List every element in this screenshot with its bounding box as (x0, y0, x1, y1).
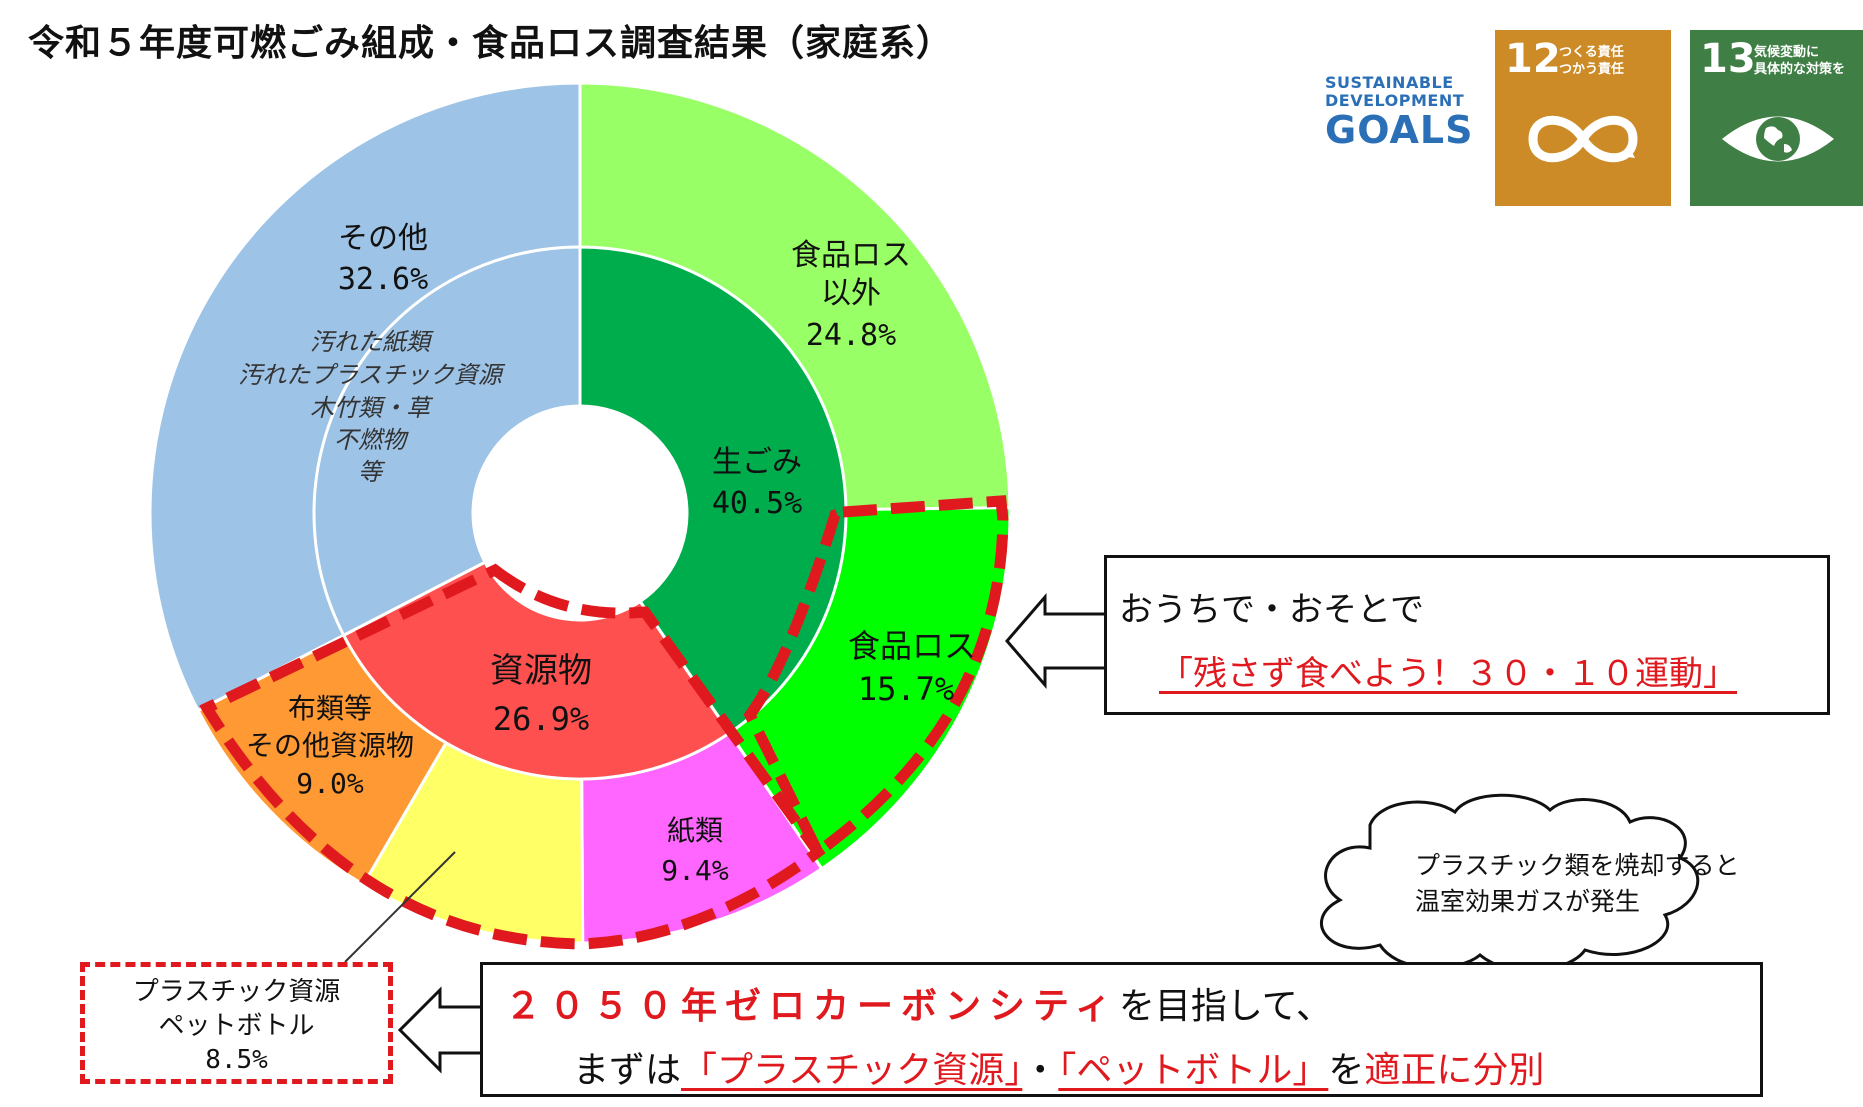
cloud-line-1: プラスチック類を焼却すると (1415, 851, 1740, 880)
value-food-loss: 15.7% (858, 670, 954, 708)
donut-hole (473, 406, 687, 620)
value-not-food-loss: 24.8% (806, 318, 896, 353)
label-cloth-1: 布類等 (288, 692, 372, 725)
resource-highlight-outline (199, 563, 826, 950)
page-title: 令和５年度可燃ごみ組成・食品ロス調査結果（家庭系） (28, 23, 954, 64)
plastic-callout-line2: ペットボトル (158, 1011, 315, 1041)
value-namagomi: 40.5% (712, 486, 802, 521)
sdg-goal-13-tile: 13 気候変動に 具体的な対策を (1690, 30, 1863, 206)
other-example-1: 汚れた紙類 (310, 328, 434, 356)
plastic-callout-line1: プラスチック資源 (132, 977, 341, 1007)
zero-carbon-pet: 「ペットボトル」 (1058, 1050, 1329, 1091)
food-loss-highlight-outline (743, 495, 1009, 861)
cloud-line-2: 温室効果ガスが発生 (1415, 887, 1641, 916)
sdg-goal-13-text-1: 気候変動に (1754, 45, 1820, 60)
food-loss-callout: おうちで・おそとで 「残さず食べよう！３０・１０運動」 (1104, 555, 1830, 715)
eye-globe-icon (1722, 116, 1834, 162)
zero-carbon-wo: を (1328, 1050, 1365, 1091)
plastic-callout-value: 8.5% (205, 1045, 268, 1075)
value-shigenbutsu: 26.9% (493, 700, 589, 738)
sdg-goal-12-tile: 12 つくる責任 つかう責任 (1495, 30, 1671, 206)
sdg-goal-12-number: 12 (1505, 36, 1561, 82)
sdg-logo-line1: SUSTAINABLE (1325, 73, 1454, 92)
sdg-goal-13-text: 気候変動に 具体的な対策を (1754, 44, 1845, 78)
sdg-logo: SUSTAINABLE DEVELOPMENT GOALS (1325, 73, 1475, 152)
value-cloth: 9.0% (296, 767, 364, 800)
zero-carbon-line1: ２０５０年ゼロカーボンシティを目指して、 (505, 977, 1332, 1029)
infinity-icon (1528, 115, 1638, 163)
other-example-2: 汚れたプラスチック資源 (238, 361, 506, 389)
zero-carbon-callout: ２０５０年ゼロカーボンシティを目指して、 まずは「プラスチック資源」・「ペットボ… (480, 962, 1763, 1097)
sdg-logo-line3: GOALS (1325, 108, 1474, 152)
label-namagomi: 生ごみ (712, 445, 802, 480)
label-food-loss: 食品ロス (848, 627, 976, 665)
sdg-goal-13-text-2: 具体的な対策を (1754, 62, 1846, 77)
sdg-logo-line2: DEVELOPMENT (1325, 91, 1465, 110)
label-sonota: その他 (338, 221, 428, 256)
sdg-goal-12-text: つくる責任 つかう責任 (1559, 44, 1624, 78)
sdg-goal-12-text-2: つかう責任 (1559, 62, 1625, 77)
label-shigenbutsu: 資源物 (490, 651, 592, 691)
sdg-goal-12-text-1: つくる責任 (1559, 45, 1624, 60)
value-sonota: 32.6% (338, 262, 428, 297)
plastic-leader-line (344, 851, 456, 963)
other-example-3: 木竹類・草 (310, 394, 434, 422)
zero-carbon-line2: まずは「プラスチック資源」・「ペットボトル」を適正に分別 (573, 1041, 1544, 1093)
label-paper: 紙類 (667, 814, 723, 847)
sdg-goal-13-number: 13 (1700, 36, 1756, 82)
label-not-food-loss-1: 食品ロス (791, 238, 911, 273)
cloud-text: プラスチック類を焼却すると 温室効果ガスが発生 (1415, 848, 1740, 920)
food-loss-callout-line2: 「残さず食べよう！３０・１０運動」 (1159, 654, 1737, 694)
other-example-4: 不燃物 (334, 426, 409, 454)
zero-carbon-aim: を目指して、 (1118, 986, 1332, 1027)
zero-carbon-dot: ・ (1022, 1050, 1059, 1091)
zero-carbon-city: ２０５０年ゼロカーボンシティ (505, 986, 1119, 1027)
thought-cloud (1320, 793, 1700, 972)
other-example-5: 等 (358, 458, 386, 486)
plastic-callout: プラスチック資源 ペットボトル 8.5% (80, 962, 393, 1084)
zero-carbon-plastic: 「プラスチック資源」 (681, 1050, 1023, 1091)
arrow-to-food-loss (1005, 592, 1104, 690)
zero-carbon-sort: 適正に分別 (1364, 1050, 1545, 1091)
food-loss-callout-line1: おうちで・おそとで (1119, 590, 1424, 630)
zero-carbon-first: まずは (573, 1050, 682, 1091)
label-cloth-2: その他資源物 (246, 729, 414, 762)
value-paper: 9.4% (661, 854, 729, 887)
arrow-to-plastic-box (397, 986, 480, 1074)
label-not-food-loss-2: 以外 (821, 276, 881, 311)
